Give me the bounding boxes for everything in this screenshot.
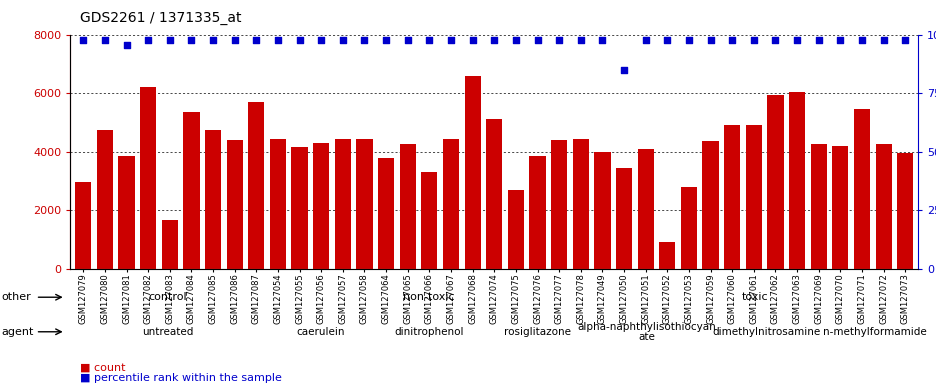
Bar [853,109,870,269]
Bar [291,147,307,269]
Point [97,37,112,43]
Point [335,37,350,43]
Point [378,37,393,43]
Bar [486,119,502,269]
Bar [702,141,718,269]
Bar [724,125,739,269]
Bar [313,143,329,269]
Bar [636,149,653,269]
Point [789,37,804,43]
Point [854,37,869,43]
Bar [896,153,913,269]
Bar [680,187,696,269]
Point [724,37,739,43]
Point [119,42,134,48]
Point [594,37,609,43]
Bar [593,152,610,269]
Bar [831,146,848,269]
Bar [399,144,416,269]
Text: agent: agent [2,327,35,337]
Point [875,37,890,43]
Text: dimethylnitrosamine: dimethylnitrosamine [711,327,819,337]
Bar [615,168,632,269]
Bar [139,87,156,269]
Point [680,37,695,43]
Point [832,37,847,43]
Bar [810,144,826,269]
Bar [377,157,394,269]
Bar [550,140,566,269]
Point [443,37,458,43]
Bar [529,156,545,269]
Point [811,37,826,43]
Bar [443,139,459,269]
Point [702,37,717,43]
Point [421,37,436,43]
Bar [270,139,285,269]
Point [573,37,588,43]
Point [897,37,912,43]
Point [530,37,545,43]
Point [746,37,761,43]
Point [76,37,91,43]
Text: alpha-naphthylisothiocyan
ate: alpha-naphthylisothiocyan ate [577,322,715,342]
Bar [75,182,92,269]
Text: ■ percentile rank within the sample: ■ percentile rank within the sample [80,373,281,383]
Bar [118,156,135,269]
Bar [788,92,804,269]
Text: non-toxic: non-toxic [402,292,454,302]
Point [486,37,501,43]
Point [768,37,782,43]
Bar [96,130,113,269]
Text: GDS2261 / 1371335_at: GDS2261 / 1371335_at [80,11,241,25]
Bar [356,139,373,269]
Text: control: control [149,292,187,302]
Bar [464,76,480,269]
Point [357,37,372,43]
Point [551,37,566,43]
Point [205,37,220,43]
Bar [767,94,782,269]
Point [508,37,523,43]
Point [140,37,155,43]
Point [314,37,329,43]
Point [183,37,198,43]
Text: dinitrophenol: dinitrophenol [394,327,463,337]
Point [400,37,415,43]
Point [292,37,307,43]
Bar [421,172,437,269]
Bar [659,242,675,269]
Point [464,37,479,43]
Text: rosiglitazone: rosiglitazone [504,327,571,337]
Bar [227,140,242,269]
Text: toxic: toxic [741,292,768,302]
Text: caerulein: caerulein [296,327,344,337]
Text: n-methylformamide: n-methylformamide [822,327,926,337]
Bar [248,102,264,269]
Point [271,37,285,43]
Text: ■ count: ■ count [80,362,125,372]
Point [227,37,241,43]
Text: other: other [2,292,32,302]
Point [616,67,631,73]
Point [162,37,177,43]
Bar [572,139,589,269]
Point [659,37,674,43]
Bar [334,139,351,269]
Bar [162,220,178,269]
Bar [183,112,199,269]
Bar [745,125,761,269]
Point [637,37,652,43]
Text: untreated: untreated [142,327,194,337]
Bar [507,190,523,269]
Bar [874,144,891,269]
Point [249,37,264,43]
Bar [205,130,221,269]
